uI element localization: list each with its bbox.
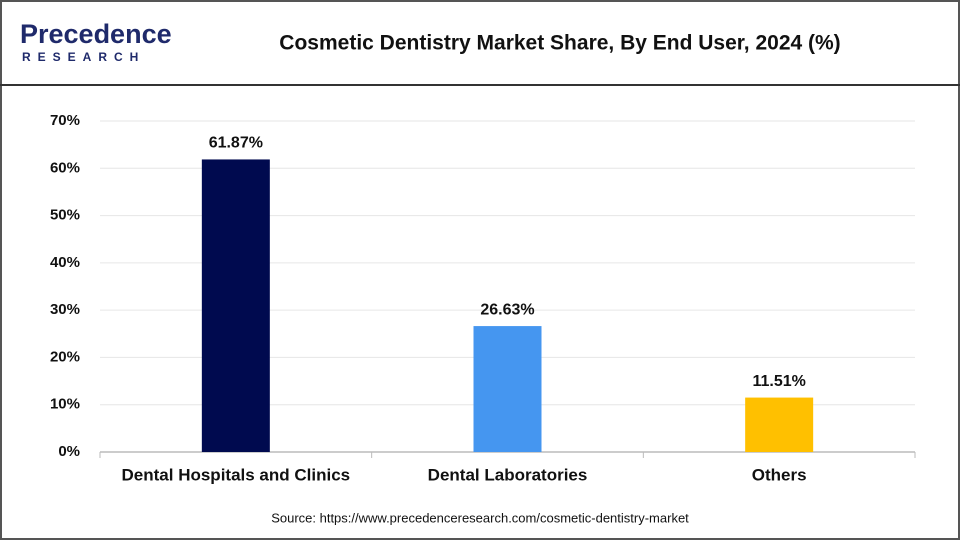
source: Source: https://www.precedenceresearch.c… (271, 510, 689, 525)
bar (473, 326, 542, 452)
y-tick-label: 30% (50, 301, 80, 318)
x-tick-label: Dental Hospitals and Clinics (122, 465, 351, 484)
bar (201, 159, 270, 452)
x-tick-label: Dental Laboratories (428, 465, 588, 484)
bar (745, 397, 814, 452)
y-tick-label: 50% (50, 207, 80, 224)
value-label: 11.51% (752, 373, 805, 390)
y-tick-label: 10% (50, 396, 80, 413)
y-tick-label: 40% (50, 254, 80, 271)
y-tick-label: 60% (50, 159, 80, 176)
value-label: 61.87% (209, 135, 263, 152)
y-tick-label: 20% (50, 348, 80, 365)
y-tick-label: 0% (58, 443, 80, 460)
chart-title: Cosmetic Dentistry Market Share, By End … (279, 32, 840, 55)
x-tick-label: Others (752, 465, 807, 484)
logo-name: Precedence (20, 19, 172, 49)
logo-tagline: RESEARCH (22, 50, 145, 64)
y-tick-label: 70% (50, 112, 80, 129)
value-label: 26.63% (480, 301, 534, 318)
